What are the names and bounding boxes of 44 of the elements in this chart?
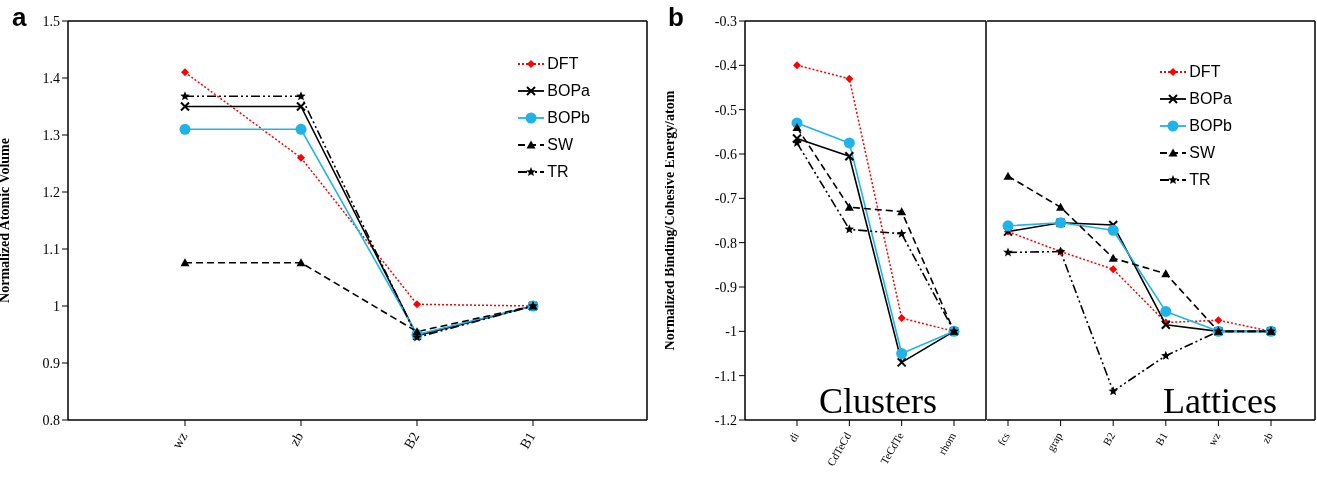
y-tick-label: -0.7 <box>714 191 737 207</box>
x-tick-label: di <box>786 430 801 444</box>
y-tick-label: 1.1 <box>42 241 60 257</box>
annotation: Lattices <box>1163 380 1277 422</box>
y-tick-label: -0.6 <box>714 146 737 162</box>
y-tick-label: -0.5 <box>714 102 737 118</box>
x-tick-label: B2 <box>401 429 423 452</box>
y-tick-label: 1 <box>53 298 60 314</box>
y-tick-label: 1.5 <box>42 13 60 29</box>
legend-label: DFT <box>547 54 579 73</box>
chart-title: b <box>668 2 684 33</box>
y-tick-label: 0.9 <box>42 355 60 371</box>
x-tick-label: wz <box>1205 430 1223 448</box>
y-tick-label: -0.9 <box>714 279 737 295</box>
x-tick-label: wz <box>169 429 191 452</box>
y-tick-label: 1.3 <box>42 127 60 143</box>
x-tick-label: zb <box>1259 429 1276 446</box>
y-tick-label: -1.1 <box>714 368 737 384</box>
y-tick-label: -0.8 <box>714 235 737 251</box>
y-tick-label: 1.4 <box>42 70 60 86</box>
y-tick-label: 0.8 <box>42 412 60 428</box>
annotation: Clusters <box>818 380 937 422</box>
y-tick-label: -1.2 <box>714 412 737 428</box>
y-tick-label: -1 <box>725 324 737 340</box>
legend-label: BOPb <box>547 108 590 127</box>
y-axis-title: Normalized Atomic Volume <box>0 138 12 303</box>
legend-label: SW <box>1189 143 1216 162</box>
y-tick-label: -0.4 <box>714 58 737 74</box>
legend-label: SW <box>547 135 574 154</box>
legend-label: BOPb <box>1189 116 1232 135</box>
legend-label: TR <box>547 162 569 181</box>
x-tick-label: B2 <box>1100 430 1118 448</box>
chart-title: a <box>12 2 27 33</box>
x-tick-label: B1 <box>517 429 539 452</box>
x-tick-label: fcs <box>995 430 1012 448</box>
legend-label: TR <box>1189 170 1211 189</box>
y-tick-label: -0.3 <box>714 13 737 29</box>
legend-label: BOPa <box>1189 89 1232 108</box>
x-tick-label: B1 <box>1152 430 1170 448</box>
y-tick-label: 1.2 <box>42 184 60 200</box>
y-axis-title: Normalized Binding/Cohesive Energy/atom <box>661 90 677 351</box>
legend-label: DFT <box>1189 62 1221 81</box>
legend-label: BOPa <box>547 81 590 100</box>
x-tick-label: zb <box>286 429 307 449</box>
